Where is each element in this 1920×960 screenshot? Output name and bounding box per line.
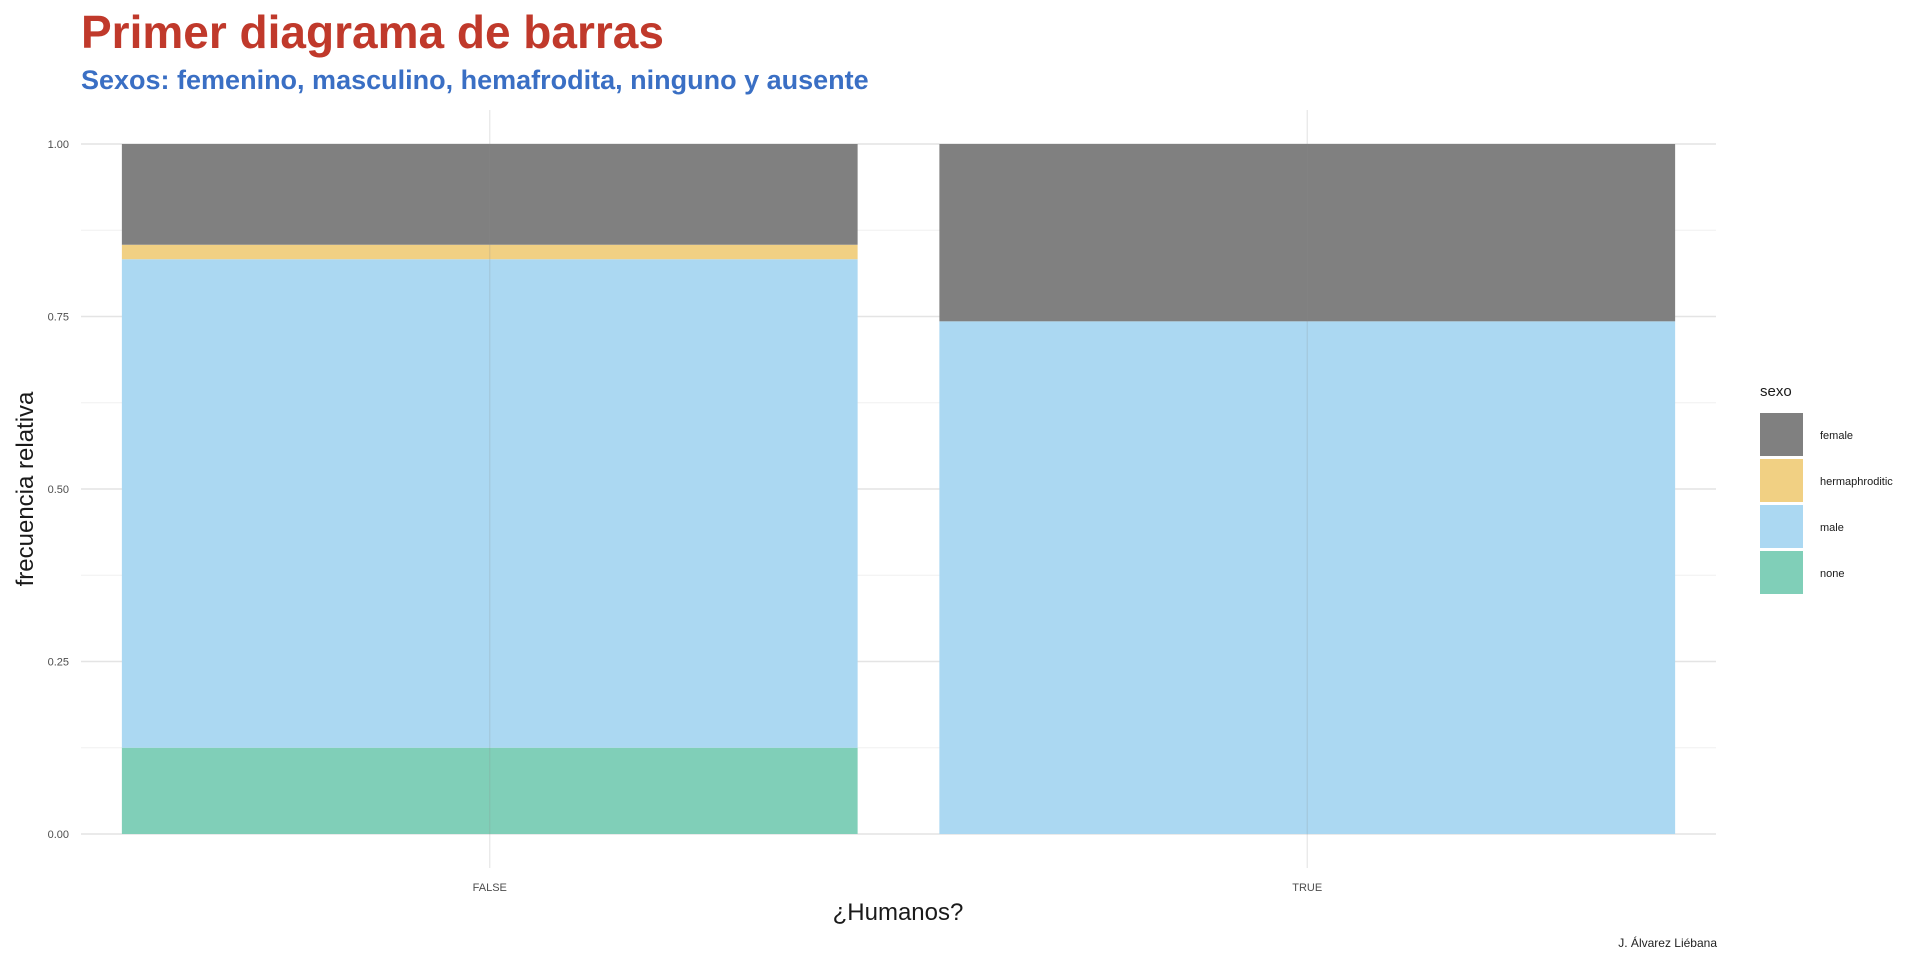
legend-key-female [1760,413,1803,456]
y-tick-label: 0.75 [48,312,69,324]
bars-group [121,144,1676,835]
y-tick-label: 0.00 [48,829,69,841]
y-tick-label: 1.00 [48,139,69,151]
x-tick-label: FALSE [473,882,507,894]
bar-true-male [939,321,1676,835]
vertical-grid-lines [489,110,1308,868]
legend-title: sexo [1760,383,1792,400]
legend-key-hermaphroditic [1760,459,1803,502]
y-tick-label: 0.50 [48,484,69,496]
x-tick-labels: FALSE TRUE [473,882,1323,894]
bar-false-female [121,144,858,245]
legend-label-hermaphroditic: hermaphroditic [1820,476,1893,488]
y-axis-title: frecuencia relativa [12,391,39,586]
chart-subtitle: Sexos: femenino, masculino, hemafrodita,… [81,65,869,95]
legend-key-male [1760,505,1803,548]
y-tick-label: 0.25 [48,657,69,669]
legend-label-none: none [1820,568,1844,580]
bar-false-none [121,747,858,834]
bar-false-hermaphroditic [121,244,858,260]
x-tick-label: TRUE [1292,882,1322,894]
legend-label-female: female [1820,430,1853,442]
chart-title: Primer diagrama de barras [81,6,664,58]
y-tick-labels: 0.00 0.25 0.50 0.75 1.00 [48,139,69,841]
x-axis-title: ¿Humanos? [833,899,964,926]
legend-key-none [1760,551,1803,594]
chart-caption: J. Álvarez Liébana [1618,936,1717,950]
bar-false-male [121,259,858,748]
legend-label-male: male [1820,522,1844,534]
legend: sexo female hermaphroditic male none [1760,383,1893,594]
bar-true-female [939,144,1676,322]
